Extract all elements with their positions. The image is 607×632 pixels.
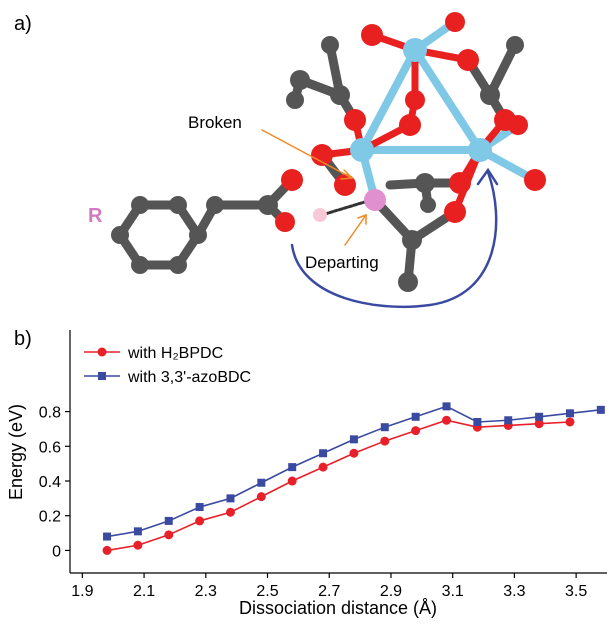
y-tick-label: 0.4 [39,474,61,491]
marker [566,409,574,417]
marker [195,516,204,525]
marker [411,426,420,435]
y-tick-label: 0 [52,543,61,560]
series-line [107,406,601,536]
legend-label: with H₂BPDC [127,345,223,362]
marker [443,402,451,410]
panel-label: b) [14,328,32,350]
group-label: R [88,205,103,227]
x-tick-label: 3.1 [442,583,464,600]
marker [473,418,481,426]
marker [133,541,142,550]
marker [319,449,327,457]
x-tick-label: 2.3 [195,583,217,600]
y-tick-label: 0.6 [39,439,61,456]
marker [196,503,204,511]
marker [226,508,235,517]
x-tick-label: 1.9 [71,583,93,600]
y-tick-label: 0.8 [39,405,61,422]
legend-label: with 3,3'-azoBDC [127,369,251,386]
marker [597,406,605,414]
x-tick-label: 3.3 [503,583,525,600]
marker [381,423,389,431]
marker [288,477,297,486]
marker [226,494,234,502]
marker [134,527,142,535]
marker [412,413,420,421]
marker [442,416,451,425]
page: {"panel_a": {"label": "a)", "group_label… [0,0,607,632]
marker [257,479,265,487]
marker [164,530,173,539]
legend-marker [98,348,107,357]
y-axis-label: Energy (eV) [6,404,26,500]
x-tick-label: 2.7 [318,583,340,600]
marker [165,517,173,525]
annotation: Departing [305,253,379,272]
marker [350,435,358,443]
series-line [107,420,570,550]
marker [504,416,512,424]
marker [565,417,574,426]
marker [103,546,112,555]
legend-marker [98,372,106,380]
y-tick-label: 0.2 [39,509,61,526]
x-axis-label: Dissociation distance (Å) [239,598,437,618]
marker [349,449,358,458]
marker [380,437,389,446]
marker [288,463,296,471]
x-tick-label: 2.5 [256,583,278,600]
panel-label: a) [14,13,32,35]
marker [103,533,111,541]
x-tick-label: 2.1 [133,583,155,600]
annotation: Broken [188,113,242,132]
figure: a) R Broken Departing b) Energy (eV) Dis… [0,0,607,627]
marker [257,492,266,501]
marker [319,463,328,472]
marker [535,413,543,421]
x-tick-label: 2.9 [380,583,402,600]
x-tick-label: 3.5 [565,583,587,600]
